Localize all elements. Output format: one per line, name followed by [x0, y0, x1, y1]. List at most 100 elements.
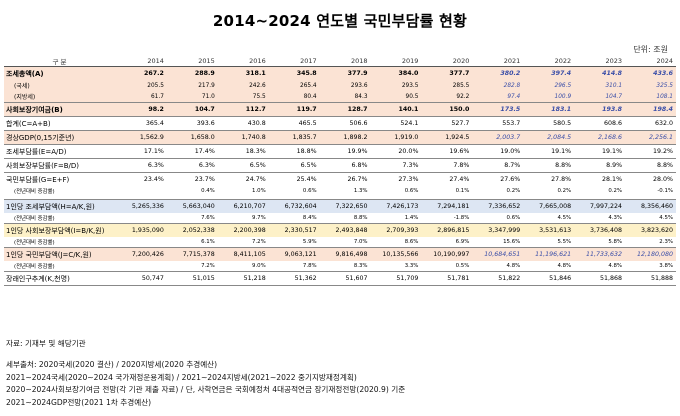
table-cell: 2,200,398 [233, 227, 266, 234]
table-cell: 380.2 [500, 70, 521, 77]
table-cell: 173.5 [500, 106, 521, 113]
table-cell: 282.8 [503, 82, 521, 89]
table-cell: 1.0% [252, 188, 266, 194]
row-label: 장래인구추계(K,천명) [6, 274, 70, 283]
table-cell: 23.7% [194, 176, 215, 183]
row-label: (지방세) [14, 94, 36, 101]
table-cell: 265.4 [300, 82, 317, 89]
table-cell: 1,935,090 [131, 227, 164, 234]
table-cell: 19.6% [449, 148, 470, 155]
table-cell: 0.2% [506, 188, 521, 194]
table-cell: 553.7 [502, 120, 521, 127]
table-cell: 18.3% [245, 148, 266, 155]
table-cell: 3,531,613 [539, 227, 572, 234]
table-cell: 51,015 [192, 275, 215, 282]
table-cell: 1,924.5 [445, 134, 470, 141]
table-cell: 20.0% [398, 148, 419, 155]
page-title: 2014~2024 연도별 국민부담률 현황 [212, 12, 468, 30]
table-row: 사회보장부담률(F=B/D) 6.3% 6.3% 6.5% 6.5% 6.8% 7.3% 7.… [4, 158, 676, 173]
table-cell: 242.6 [249, 82, 266, 89]
table-cell: 4.8% [506, 263, 521, 269]
table-cell: 7.0% [353, 239, 368, 245]
header-label: 구 분 [4, 56, 116, 67]
table-cell: 2,330,517 [284, 227, 317, 234]
table-row: 1인당 국민부담액(J=C/K,원) 7,200,426 7,715,378 8,41… [4, 247, 676, 261]
table-cell: 7,665,008 [539, 203, 572, 210]
table-cell: 8.3% [353, 263, 368, 269]
table-cell: 2,709,393 [386, 227, 419, 234]
table-cell: 90.5 [405, 93, 419, 100]
table-cell: 384.0 [398, 70, 419, 77]
table-cell: 414.8 [602, 70, 623, 77]
table-cell: 71.0 [201, 93, 215, 100]
table-cell: 377.9 [347, 70, 368, 77]
header-row: 구 분 2014 2015 2016 2017 2018 2019 2020 2021 2022 2… [4, 56, 676, 67]
header-year: 2014 [116, 56, 167, 67]
table-cell: 11,196,621 [535, 251, 572, 258]
header-year: 2015 [166, 56, 218, 67]
table-cell: 6,210,707 [233, 203, 266, 210]
header-year: 2020 [421, 56, 473, 67]
source-note: 자료: 기재부 및 해당기관 [6, 339, 86, 348]
detail-source-line: 2021~2024국세(2020~2024 국가재정운용계획) / 2021~2… [6, 372, 357, 382]
table-cell: 7.2% [252, 239, 266, 245]
header-year: 2021 [472, 56, 524, 67]
table-cell: 7,426,173 [386, 203, 419, 210]
table-cell: 51,607 [345, 275, 368, 282]
detail-source-line: 세부출처: 2020국세(2020 결산) / 2020지방세(2020 추경예… [6, 360, 218, 370]
table-cell: 51,888 [650, 275, 673, 282]
table-cell: 2,084.5 [547, 134, 572, 141]
table-cell: 7.3% [402, 162, 419, 169]
table-cell: 345.8 [296, 70, 317, 77]
row-label: (전년대비 증감률) [14, 216, 55, 222]
table-row: 국민부담률(G=E+F) 23.4% 23.7% 24.7% 25.4% 26.7% 27.… [4, 172, 676, 187]
table-cell: 1.3% [353, 188, 368, 194]
table-cell: 7.6% [201, 215, 215, 221]
header-year: 2023 [574, 56, 626, 67]
row-label: 1인당 국민부담액(J=C/K,원) [6, 250, 92, 259]
table-cell: 7.8% [302, 263, 317, 269]
table-cell: 6.3% [198, 162, 215, 169]
table-cell: 104.7 [194, 106, 215, 113]
table-cell: 465.5 [298, 120, 317, 127]
table-cell: 8.8% [657, 162, 673, 169]
table-body: 구 분 2014 2015 2016 2017 2018 2019 2020 2021 2022 2… [4, 56, 676, 286]
table-cell: 4.8% [608, 263, 623, 269]
row-label: (전년대비 증감률) [14, 240, 55, 246]
table-cell: 4.5% [659, 215, 673, 221]
table-cell: 100.9 [554, 93, 572, 100]
table-cell: 9.0% [252, 263, 266, 269]
row-label: 경상GDP(0,15기준년) [6, 133, 75, 142]
table-cell: 10,190,997 [433, 251, 470, 258]
table-cell [116, 213, 167, 224]
table-cell: 8.4% [302, 215, 317, 221]
table-cell: 1,898.2 [343, 134, 368, 141]
table-cell: 0.6% [404, 188, 419, 194]
notes: 자료: 기재부 및 해당기관 세부출처: 2020국세(2020 결산) / 2… [6, 338, 405, 409]
table-cell: 112.7 [245, 106, 266, 113]
table-cell [116, 237, 167, 248]
row-label: 1인당 조세부담액(H=A/K,원) [6, 202, 95, 211]
table-cell: 6.8% [351, 162, 368, 169]
table-cell: 6.5% [300, 162, 317, 169]
table-cell: 3,347,999 [488, 227, 521, 234]
table-cell: 19.1% [551, 148, 572, 155]
table-cell: 3.8% [659, 263, 673, 269]
table-cell: 0.2% [557, 188, 572, 194]
table-cell: 608.6 [604, 120, 623, 127]
table-row: (지방세) 61.7 71.0 75.5 80.4 84.3 90.5 92.2 97.4 100… [4, 91, 676, 103]
table-cell: 205.5 [147, 82, 164, 89]
detail-source-line: 2021~2024GDP전망(2021 1차 추경예산) [6, 397, 152, 407]
table-cell: 1,562.9 [139, 134, 164, 141]
table-cell: 527.7 [451, 120, 470, 127]
table-cell: 17.1% [143, 148, 164, 155]
table-cell: 2,052,338 [182, 227, 215, 234]
table-cell: 12,180,080 [636, 251, 673, 258]
table-row: (전년대비 증감률) 6.1% 7.2% 5.9% 7.0% 8.6% 6.9% 15.6% 5… [4, 237, 676, 248]
table-cell: 108.1 [656, 93, 673, 100]
table-cell: -0.1% [657, 188, 673, 194]
table-cell: 506.6 [349, 120, 368, 127]
header-year: 2018 [319, 56, 371, 67]
table-cell: 51,218 [243, 275, 266, 282]
table-cell: 325.5 [656, 82, 673, 89]
